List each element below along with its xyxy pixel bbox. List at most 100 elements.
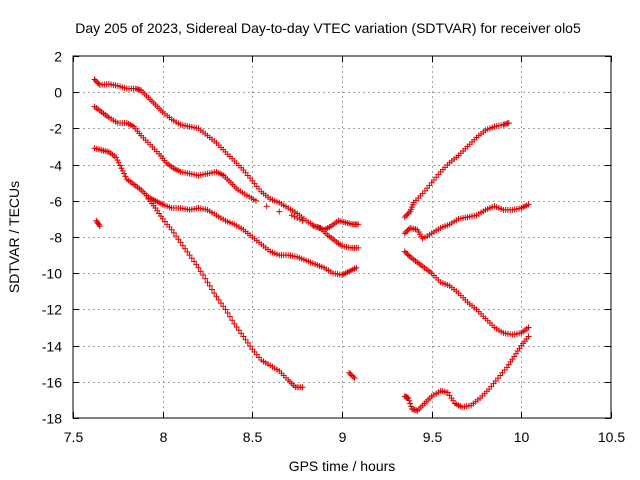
data-point-g	[401, 214, 408, 221]
data-point-a	[94, 79, 101, 86]
data-point-f	[407, 400, 414, 407]
x-tick-label: 8	[160, 429, 168, 445]
data-point-e	[351, 375, 358, 382]
data-point-f	[406, 397, 413, 404]
data-point-c	[121, 170, 128, 177]
data-point-d	[197, 268, 204, 275]
data-point-d	[200, 272, 207, 279]
x-tick-label: 8.5	[243, 429, 263, 445]
data-point-i	[405, 252, 412, 259]
data-point-d	[211, 290, 218, 297]
data-point-a	[355, 221, 362, 228]
data-point-e	[350, 373, 357, 380]
y-tick-label: -2	[50, 121, 63, 137]
x-tick-label: 10	[514, 429, 530, 445]
data-point-f	[408, 403, 415, 410]
data-point-i	[403, 249, 410, 256]
data-point-d	[229, 317, 236, 324]
y-tick-label: -16	[42, 375, 62, 391]
data-point-d	[213, 293, 220, 300]
data-point-d	[240, 333, 247, 340]
data-point-h	[404, 227, 411, 234]
data-point-i	[401, 248, 408, 255]
data-point-d	[238, 330, 245, 337]
data-marks	[91, 76, 532, 414]
x-axis-ticks: 7.5 8 8.5 9 9.5 10 10.5	[64, 56, 625, 445]
data-point-h	[403, 229, 410, 236]
data-point-d	[235, 327, 242, 334]
data-point-g	[404, 211, 411, 218]
y-axis-ticks: 2 0 -2 -4 -6 -8 -10 -12 -14 -16 -18	[42, 49, 611, 427]
data-point-d	[226, 313, 233, 320]
y-axis-label: SDTVAR / TECUs	[6, 181, 22, 293]
data-point-d	[231, 320, 238, 327]
data-point-c	[119, 167, 126, 174]
data-point-d	[299, 384, 306, 391]
y-tick-label: -4	[50, 158, 63, 174]
data-point-d	[195, 264, 202, 271]
data-point-d	[247, 343, 254, 350]
y-tick-label: 0	[54, 85, 62, 101]
data-point-d	[191, 258, 198, 265]
data-point-e	[347, 371, 354, 378]
data-point-b	[291, 213, 298, 220]
data-point-d	[173, 233, 180, 240]
data-point-b	[355, 244, 362, 251]
data-point-d	[217, 300, 224, 307]
x-tick-label: 7.5	[64, 429, 84, 445]
data-point-h	[401, 230, 408, 237]
y-tick-label: -18	[42, 411, 62, 427]
data-point-d	[224, 310, 231, 317]
y-tick-label: -12	[42, 302, 62, 318]
data-point-a	[95, 80, 102, 87]
data-point-b	[294, 214, 301, 221]
data-point-d	[193, 261, 200, 268]
data-point-c	[114, 157, 121, 164]
x-tick-label: 9.5	[423, 429, 443, 445]
data-point-c	[117, 162, 124, 169]
data-point-d	[168, 226, 175, 233]
data-point-d	[204, 279, 211, 286]
data-point-b	[288, 212, 295, 219]
data-point-d	[175, 236, 182, 243]
y-tick-label: -6	[50, 194, 63, 210]
data-point-d	[222, 306, 229, 313]
y-tick-label: -8	[50, 230, 63, 246]
data-point-d	[184, 248, 191, 255]
data-point-b	[299, 217, 306, 224]
data-point-b	[263, 203, 270, 210]
data-point-d	[96, 221, 103, 228]
data-point-a	[91, 76, 98, 83]
data-point-c	[353, 264, 360, 271]
data-point-d	[220, 303, 227, 310]
x-tick-label: 9	[339, 429, 347, 445]
data-point-f	[405, 395, 412, 402]
data-point-e	[348, 372, 355, 379]
data-point-c	[122, 173, 129, 180]
data-point-c	[118, 165, 125, 172]
y-tick-label: 2	[54, 49, 62, 65]
data-point-d	[244, 339, 251, 346]
data-point-d	[96, 223, 103, 230]
data-point-d	[242, 336, 249, 343]
y-tick-label: -10	[42, 266, 62, 282]
grid-lines	[73, 56, 611, 418]
data-point-d	[215, 296, 222, 303]
data-point-d	[188, 255, 195, 262]
data-point-b	[252, 197, 259, 204]
data-point-a	[92, 77, 99, 84]
x-axis-label: GPS time / hours	[289, 458, 396, 474]
data-point-b	[276, 208, 283, 215]
data-point-g	[505, 119, 512, 126]
data-point-i	[404, 251, 411, 258]
data-point-g	[405, 210, 412, 217]
data-point-d	[202, 275, 209, 282]
data-point-i	[525, 324, 532, 331]
data-point-b	[296, 216, 303, 223]
data-point-d	[186, 252, 193, 259]
data-point-d	[177, 239, 184, 246]
data-point-d	[208, 286, 215, 293]
y-tick-label: -14	[42, 339, 62, 355]
data-point-d	[206, 282, 213, 289]
